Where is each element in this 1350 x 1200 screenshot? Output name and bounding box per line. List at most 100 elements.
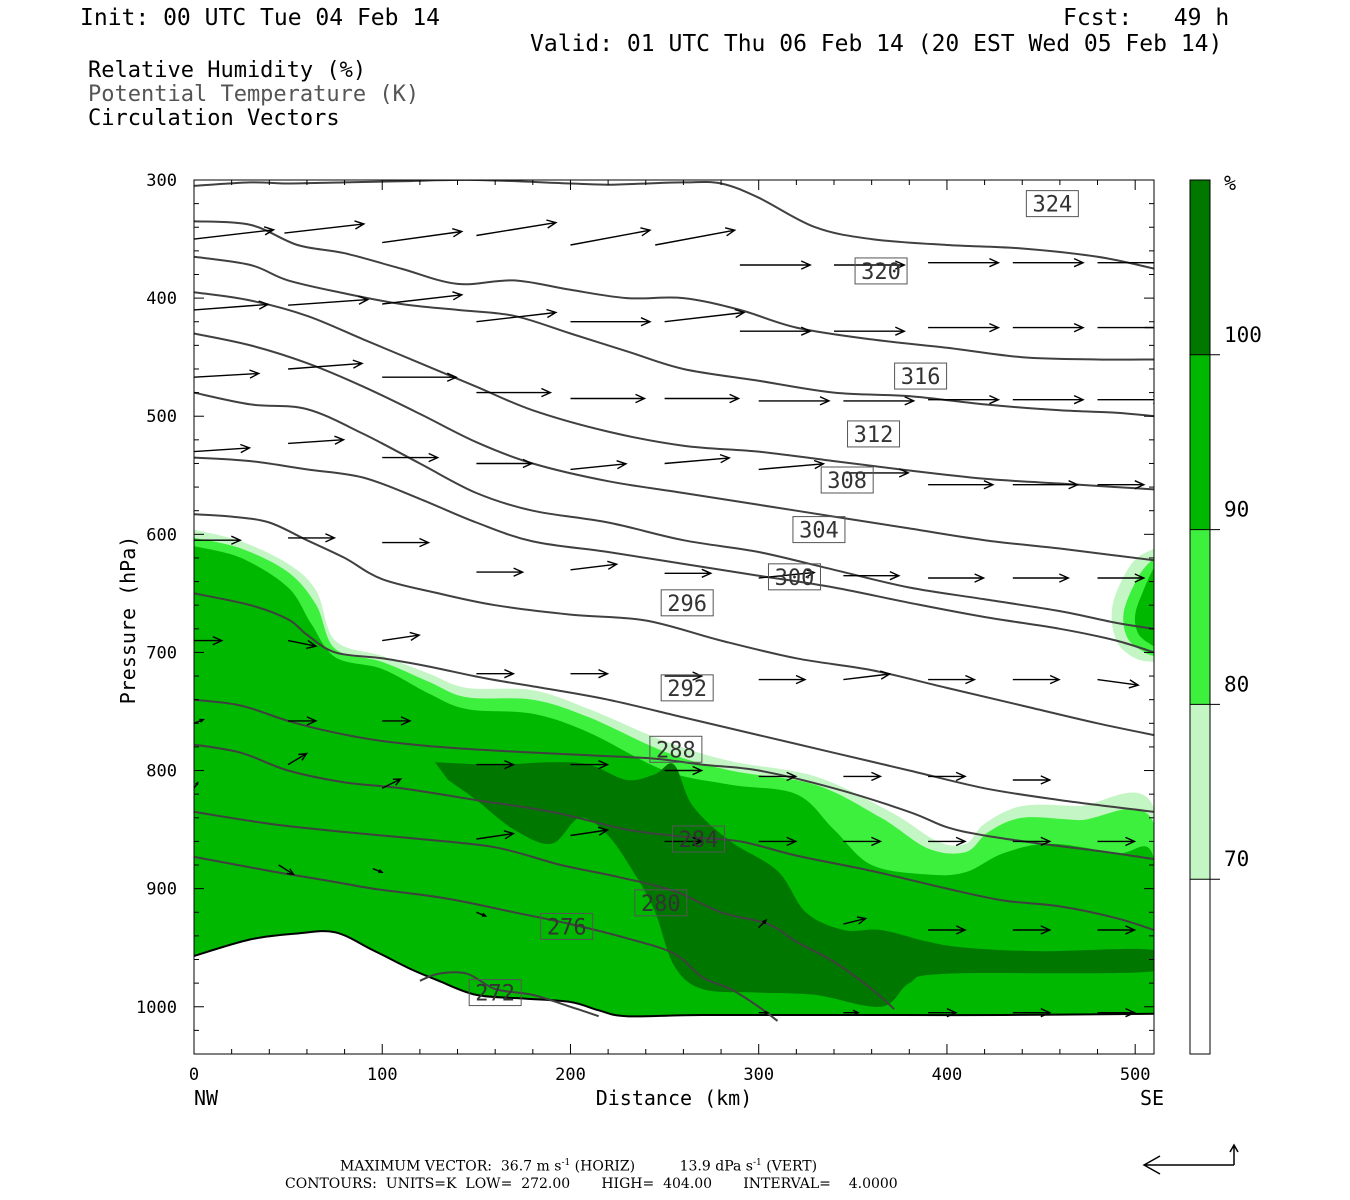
forecast-hour: Fcst: 49 h xyxy=(1063,5,1230,31)
circulation-vector xyxy=(664,836,704,847)
circulation-vector xyxy=(382,291,464,305)
contour-label-300: 300 xyxy=(775,566,815,591)
below-ground-mask xyxy=(194,931,1154,1054)
circulation-vector xyxy=(288,435,346,445)
x-tick-label: 0 xyxy=(189,1065,199,1085)
circulation-vector xyxy=(476,668,516,679)
circulation-vector xyxy=(288,533,337,543)
circulation-vector xyxy=(664,453,731,465)
circulation-vector xyxy=(664,765,704,776)
colorbar-segment xyxy=(1190,704,1210,880)
theta-contour-304 xyxy=(194,391,1154,630)
circulation-vector xyxy=(928,925,967,935)
theta-contour-layer xyxy=(194,180,1154,1022)
circulation-vector xyxy=(476,567,525,577)
circulation-vector xyxy=(570,317,652,327)
contour-label-304: 304 xyxy=(799,519,839,544)
contour-label-296: 296 xyxy=(667,592,707,617)
valid-time: Valid: 01 UTC Thu 06 Feb 14 (20 EST Wed … xyxy=(530,31,1223,57)
circulation-vector xyxy=(476,308,558,323)
contours-info: CONTOURS: UNITS=K LOW= 272.00 HIGH= 404.… xyxy=(285,1176,898,1192)
circulation-vector xyxy=(739,326,812,336)
circulation-vector xyxy=(194,300,270,311)
circulation-vector xyxy=(758,396,831,406)
theta-contour-320 xyxy=(194,220,1154,361)
circulation-vector xyxy=(194,443,252,454)
circulation-vector xyxy=(570,668,610,679)
contour-label-box-296 xyxy=(660,589,714,617)
circulation-vector xyxy=(843,836,883,847)
circulation-vector xyxy=(476,830,516,840)
theta-contour-312 xyxy=(194,291,1154,491)
colorbar-segment xyxy=(1190,180,1210,355)
circulation-vector xyxy=(1012,775,1052,785)
circulation-vector xyxy=(1012,836,1052,847)
theta-contour-324 xyxy=(194,180,1154,270)
colorbar-segment xyxy=(1190,354,1210,530)
contour-label-layer: 272 276 280 284 288 292 296 300 304 308 312 316 320 3… xyxy=(468,190,1079,1007)
circulation-vector xyxy=(928,1007,958,1018)
contour-label-308: 308 xyxy=(827,469,867,494)
circulation-vector xyxy=(664,393,741,404)
theta-contour-300 xyxy=(194,456,1154,654)
circulation-vector xyxy=(288,716,318,726)
x-tick-label: 300 xyxy=(743,1065,774,1085)
theta-contour-292 xyxy=(194,592,1154,813)
x-end-right-label: SE xyxy=(1140,1086,1164,1110)
circulation-vector xyxy=(288,359,364,370)
circulation-vector xyxy=(288,295,370,306)
contour-label-292: 292 xyxy=(667,677,707,702)
circulation-vector xyxy=(843,916,868,925)
contour-label-284: 284 xyxy=(679,828,719,853)
colorbar-segment xyxy=(1190,529,1210,705)
circulation-vector xyxy=(194,535,243,545)
circulation-vector xyxy=(194,226,276,240)
rh-fill-layer xyxy=(194,529,1154,1054)
circulation-vector xyxy=(1012,322,1085,333)
colorbar-segment xyxy=(1190,879,1210,1054)
circulation-vector xyxy=(1097,262,1154,264)
circulation-vector xyxy=(570,227,652,246)
circulation-vector xyxy=(284,220,366,234)
contour-label-288: 288 xyxy=(656,738,696,763)
colorbar-frame xyxy=(1189,179,1211,1055)
circulation-vector xyxy=(758,459,826,471)
circulation-vector xyxy=(1012,1007,1052,1018)
circulation-vector xyxy=(476,387,553,398)
circulation-vector xyxy=(287,639,318,650)
circulation-vector xyxy=(570,826,610,837)
circulation-vector xyxy=(758,1010,770,1015)
circulation-vector xyxy=(928,322,1001,333)
circulation-vector xyxy=(664,671,704,681)
circulation-vector xyxy=(476,759,516,770)
contour-label-320: 320 xyxy=(861,260,901,285)
circulation-vector xyxy=(570,393,647,404)
circulation-vector xyxy=(834,326,907,336)
theta-contour-272 xyxy=(419,971,600,1018)
colorbar-label: 70 xyxy=(1224,847,1249,871)
contour-label-box-300 xyxy=(767,563,821,591)
circulation-vector xyxy=(194,369,261,379)
circulation-vector xyxy=(382,537,431,548)
y-tick-label: 700 xyxy=(146,643,177,663)
circulation-vector xyxy=(843,396,916,406)
circulation-vector xyxy=(570,560,619,571)
circulation-vector xyxy=(382,631,421,642)
circulation-vector xyxy=(1012,925,1052,935)
circulation-vector xyxy=(382,228,464,244)
circulation-vector xyxy=(1097,1007,1137,1018)
vert-exponent: -1 xyxy=(752,1158,762,1168)
circulation-vector xyxy=(476,911,488,917)
circulation-vector xyxy=(664,568,713,578)
theta-contour-280 xyxy=(194,810,895,1010)
y-tick-label: 900 xyxy=(146,880,177,900)
circulation-vector xyxy=(287,752,309,766)
contour-label-box-272 xyxy=(468,979,522,1007)
terrain-line xyxy=(194,930,1154,1018)
y-tick-label: 1000 xyxy=(136,998,177,1018)
circulation-vector xyxy=(928,573,986,583)
contour-label-box-288 xyxy=(649,735,703,763)
circulation-vector xyxy=(382,372,458,382)
contour-label-312: 312 xyxy=(854,423,894,448)
horiz-exponent: -1 xyxy=(561,1158,571,1168)
